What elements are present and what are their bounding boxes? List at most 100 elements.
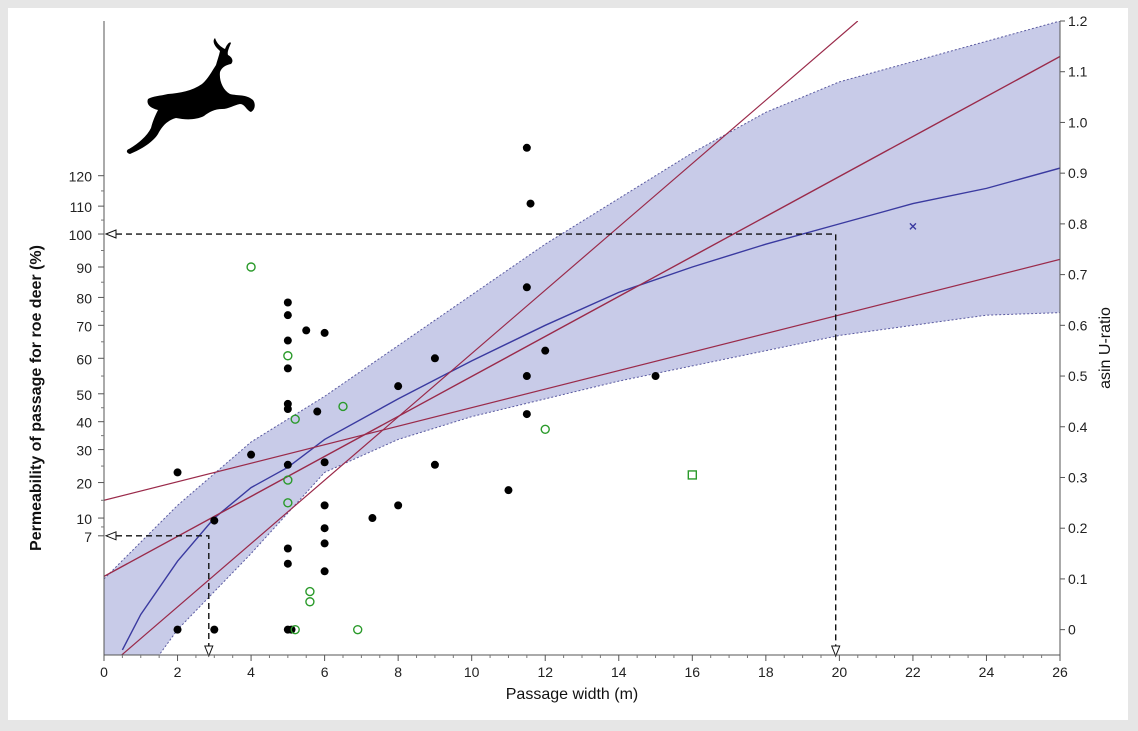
filled-point	[430, 354, 439, 363]
regression-line	[104, 55, 1060, 577]
filled-point	[651, 372, 660, 381]
filled-point	[283, 544, 292, 553]
guide-arrow-down	[830, 645, 841, 658]
left-tick-label: 7	[84, 529, 92, 545]
filled-point	[394, 501, 403, 510]
left-tick-label: 90	[76, 260, 92, 276]
filled-point	[283, 336, 292, 345]
right-tick-label: 0.1	[1068, 571, 1088, 587]
cross-point	[909, 222, 917, 230]
filled-point	[541, 346, 550, 355]
roe-deer-silhouette-icon	[126, 38, 255, 154]
filled-point	[283, 405, 292, 414]
right-tick-label: 1.1	[1068, 64, 1088, 80]
x-tick-label: 0	[100, 664, 108, 680]
filled-point	[173, 468, 182, 477]
open-point	[246, 262, 256, 272]
right-tick-label: 0.9	[1068, 165, 1088, 181]
left-tick-label: 60	[76, 351, 92, 367]
filled-point	[504, 486, 513, 495]
filled-point	[283, 311, 292, 320]
right-axis-title: asin U-ratio	[1097, 307, 1114, 389]
guide-line	[116, 535, 210, 649]
filled-point	[210, 625, 219, 634]
filled-point	[522, 143, 531, 152]
guide-arrow-left	[104, 531, 117, 541]
regression-ci-upper	[120, 21, 859, 655]
left-tick-label: 100	[69, 227, 93, 243]
left-tick-label: 40	[76, 415, 92, 431]
x-tick-label: 18	[758, 664, 774, 680]
filled-point	[522, 372, 531, 381]
filled-point	[173, 625, 182, 634]
filled-point	[522, 283, 531, 292]
right-tick-label: 1.2	[1068, 13, 1088, 29]
filled-point	[320, 501, 329, 510]
open-point	[540, 424, 550, 434]
x-tick-label: 24	[979, 664, 995, 680]
x-tick-label: 12	[537, 664, 553, 680]
guide-arrow-left	[104, 229, 117, 239]
filled-point	[283, 298, 292, 307]
open-point	[305, 597, 315, 607]
regression-ci-lower	[104, 258, 1060, 501]
right-tick-label: 0.4	[1068, 419, 1088, 435]
x-tick-label: 6	[321, 664, 329, 680]
filled-point	[247, 450, 256, 459]
band-lower-edge	[158, 312, 1060, 655]
x-tick-label: 22	[905, 664, 921, 680]
left-axis-title: Permeability of passage for roe deer (%)	[28, 245, 45, 551]
left-tick-label: 120	[69, 169, 93, 185]
filled-point	[320, 458, 329, 467]
right-tick-label: 0.5	[1068, 368, 1088, 384]
left-tick-label: 20	[76, 476, 92, 492]
filled-point	[302, 326, 311, 335]
left-tick-label: 110	[70, 199, 93, 215]
filled-point	[320, 567, 329, 576]
left-tick-label: 10	[76, 511, 92, 527]
filled-point	[283, 460, 292, 469]
x-axis-title: Passage width (m)	[506, 686, 639, 703]
filled-point	[283, 364, 292, 373]
right-tick-label: 0.6	[1068, 317, 1088, 333]
filled-point	[313, 407, 322, 416]
right-tick-label: 0.3	[1068, 469, 1088, 485]
x-tick-label: 26	[1052, 664, 1068, 680]
filled-point	[394, 382, 403, 391]
filled-point	[430, 460, 439, 469]
right-tick-label: 0	[1068, 622, 1076, 638]
confidence-band	[104, 21, 1060, 655]
x-tick-label: 4	[247, 664, 255, 680]
left-tick-label: 50	[76, 387, 92, 403]
open-point	[283, 475, 293, 485]
open-point	[290, 414, 300, 424]
chart-frame: 0 2 4 6 8 10 12 14 16 18 20 22 24 26 Passage width (m)…	[8, 8, 1128, 720]
x-tick-label: 2	[174, 664, 182, 680]
x-tick-label: 16	[685, 664, 701, 680]
filled-point	[210, 516, 219, 525]
open-point	[353, 624, 363, 635]
filled-point	[320, 328, 329, 337]
x-tick-label: 10	[464, 664, 480, 680]
left-tick-label: 80	[76, 290, 92, 306]
filled-point	[368, 514, 377, 523]
filled-point	[522, 410, 531, 419]
open-point	[305, 586, 315, 597]
x-tick-label: 20	[832, 664, 848, 680]
right-tick-label: 1.0	[1068, 114, 1088, 130]
right-tick-label: 0.2	[1068, 520, 1088, 536]
x-tick-label: 8	[394, 664, 402, 680]
open-point	[283, 351, 293, 361]
filled-point	[320, 539, 329, 548]
left-tick-label: 70	[76, 318, 92, 334]
filled-point	[283, 559, 292, 568]
open-point	[338, 401, 348, 412]
filled-point	[320, 524, 329, 533]
guide-arrow-down	[204, 645, 214, 658]
right-tick-label: 0.8	[1068, 216, 1088, 232]
x-tick-label: 14	[611, 664, 627, 680]
filled-point	[526, 199, 535, 208]
fit-curve	[121, 167, 1060, 651]
right-tick-label: 0.7	[1068, 267, 1088, 283]
